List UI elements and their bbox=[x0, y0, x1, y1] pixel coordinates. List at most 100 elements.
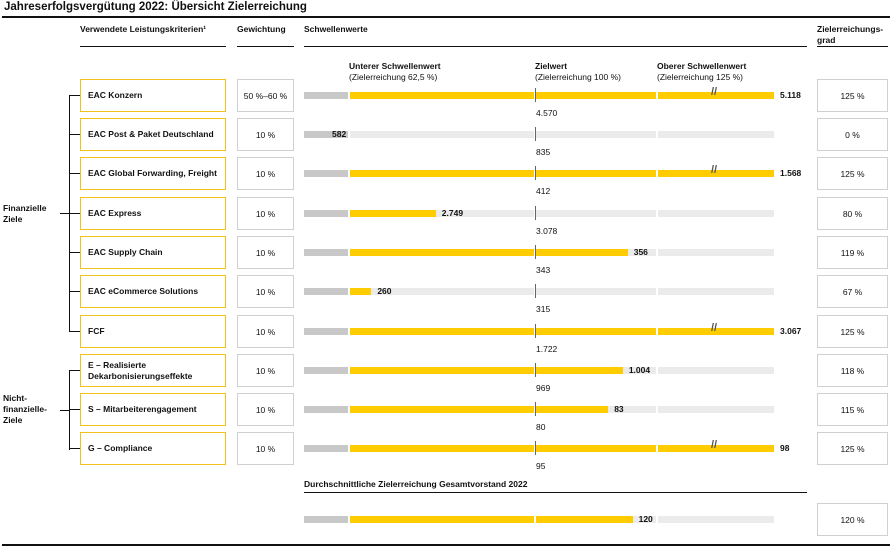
row-1-segment-bg bbox=[350, 131, 534, 138]
row-9-target-value: 95 bbox=[536, 461, 546, 471]
row-4-value: 356 bbox=[633, 247, 648, 257]
row-2-segment-fill bbox=[350, 170, 534, 177]
row-4-segment-bg bbox=[304, 249, 348, 256]
row-8-value: 83 bbox=[614, 404, 624, 414]
row-1-bracket-tick bbox=[69, 134, 80, 135]
header-achievement: Zielerreichungs-grad bbox=[817, 24, 884, 45]
row-7-weight: 10 % bbox=[237, 354, 294, 387]
row-5-segment-bg bbox=[536, 288, 656, 295]
row-0-segment-bg bbox=[304, 92, 348, 99]
row-9-break-mark: // bbox=[711, 439, 718, 451]
row-5-weight: 10 % bbox=[237, 275, 294, 308]
average-segment-fill bbox=[350, 516, 534, 523]
row-4-achievement: 119 % bbox=[817, 236, 888, 269]
row-6-weight: 10 % bbox=[237, 315, 294, 348]
row-8-weight: 10 % bbox=[237, 393, 294, 426]
row-2-segment-fill bbox=[658, 170, 774, 177]
row-1-target-tick bbox=[535, 127, 536, 141]
upper-threshold-sublabel: (Zielerreichung 125 %) bbox=[657, 72, 743, 82]
row-5-segment-bg bbox=[350, 288, 534, 295]
row-8-achievement: 115 % bbox=[817, 393, 888, 426]
row-2-weight: 10 % bbox=[237, 157, 294, 190]
row-5-bracket-tick bbox=[69, 291, 80, 292]
row-1-segment-bg bbox=[536, 131, 656, 138]
row-3-target-tick bbox=[535, 206, 536, 220]
row-9-target-tick bbox=[535, 441, 536, 455]
row-4-criterion: EAC Supply Chain bbox=[80, 236, 226, 269]
row-2-target-value: 412 bbox=[536, 186, 551, 196]
header-criteria: Verwendete Leistungskriterien¹ bbox=[80, 24, 207, 34]
row-9-value: 98 bbox=[780, 443, 790, 453]
row-6-segment-fill bbox=[350, 328, 534, 335]
row-7-segment-fill bbox=[350, 367, 534, 374]
header-thresholds-rule bbox=[304, 46, 807, 47]
row-4-weight: 10 % bbox=[237, 236, 294, 269]
lower-threshold-label: Unterer Schwellenwert bbox=[349, 61, 441, 71]
bracket-financial-stub bbox=[60, 213, 69, 214]
row-0-criterion: EAC Konzern bbox=[80, 79, 226, 112]
row-0-segment-fill bbox=[350, 92, 534, 99]
row-0-bracket-tick bbox=[69, 95, 80, 96]
row-2-criterion: EAC Global Forwarding, Freight bbox=[80, 157, 226, 190]
bottom-rule bbox=[2, 544, 890, 546]
average-value: 120 bbox=[638, 514, 653, 524]
row-7-value: 1.004 bbox=[628, 365, 651, 375]
row-4-target-value: 343 bbox=[536, 265, 551, 275]
header-weighting: Gewichtung bbox=[237, 24, 286, 34]
row-5-segment-bg bbox=[304, 288, 348, 295]
row-9-achievement: 125 % bbox=[817, 432, 888, 465]
row-9-segment-fill bbox=[536, 445, 656, 452]
row-3-achievement: 80 % bbox=[817, 197, 888, 230]
row-8-segment-fill bbox=[350, 406, 534, 413]
average-segment-bg bbox=[658, 516, 774, 523]
row-2-segment-fill bbox=[536, 170, 656, 177]
row-9-criterion: G – Compliance bbox=[80, 432, 226, 465]
row-6-target-value: 1.722 bbox=[536, 344, 558, 354]
row-2-bracket-tick bbox=[69, 173, 80, 174]
row-6-segment-fill bbox=[536, 328, 656, 335]
row-1-criterion: EAC Post & Paket Deutschland bbox=[80, 118, 226, 151]
row-4-segment-fill bbox=[536, 249, 628, 256]
row-5-achievement: 67 % bbox=[817, 275, 888, 308]
row-3-criterion: EAC Express bbox=[80, 197, 226, 230]
row-1-target-value: 835 bbox=[536, 147, 551, 157]
row-4-bracket-tick bbox=[69, 252, 80, 253]
row-0-segment-fill bbox=[536, 92, 656, 99]
row-6-criterion: FCF bbox=[80, 315, 226, 348]
row-3-weight: 10 % bbox=[237, 197, 294, 230]
category-financial: Finanzielle Ziele bbox=[3, 203, 47, 224]
row-4-target-tick bbox=[535, 245, 536, 259]
row-2-segment-bg bbox=[304, 170, 348, 177]
row-3-segment-bg bbox=[658, 210, 774, 217]
row-1-value: 582 bbox=[332, 129, 347, 139]
row-0-achievement: 125 % bbox=[817, 79, 888, 112]
average-label: Durchschnittliche Zielerreichung Gesamtv… bbox=[304, 479, 528, 489]
row-3-bracket-tick bbox=[69, 213, 80, 214]
row-0-weight: 50 %–60 % bbox=[237, 79, 294, 112]
row-3-value: 2.749 bbox=[441, 208, 464, 218]
row-7-target-tick bbox=[535, 363, 536, 377]
header-weighting-rule bbox=[237, 46, 294, 47]
top-rule bbox=[2, 16, 890, 18]
row-8-target-tick bbox=[535, 402, 536, 416]
row-6-segment-fill bbox=[658, 328, 774, 335]
row-8-segment-bg bbox=[658, 406, 774, 413]
row-7-target-value: 969 bbox=[536, 383, 551, 393]
row-7-criterion: E – Realisierte Dekarbonisierungseffekte bbox=[80, 354, 226, 387]
average-achievement: 120 % bbox=[817, 503, 888, 536]
row-5-criterion: EAC eCommerce Solutions bbox=[80, 275, 226, 308]
row-9-segment-fill bbox=[658, 445, 774, 452]
row-2-break-mark: // bbox=[711, 164, 718, 176]
row-0-value: 5.118 bbox=[780, 90, 801, 100]
row-2-achievement: 125 % bbox=[817, 157, 888, 190]
bracket-nonfinancial-stub bbox=[60, 410, 69, 411]
row-5-value: 260 bbox=[377, 286, 392, 296]
row-0-segment-fill bbox=[658, 92, 774, 99]
bracket-nonfinancial bbox=[69, 371, 70, 450]
row-0-break-mark: // bbox=[711, 86, 718, 98]
header-thresholds: Schwellenwerte bbox=[304, 24, 368, 34]
average-segment-bg bbox=[304, 516, 348, 523]
row-8-bracket-tick bbox=[69, 409, 80, 410]
row-2-value: 1.568 bbox=[780, 168, 802, 178]
row-9-bracket-tick bbox=[69, 448, 80, 449]
